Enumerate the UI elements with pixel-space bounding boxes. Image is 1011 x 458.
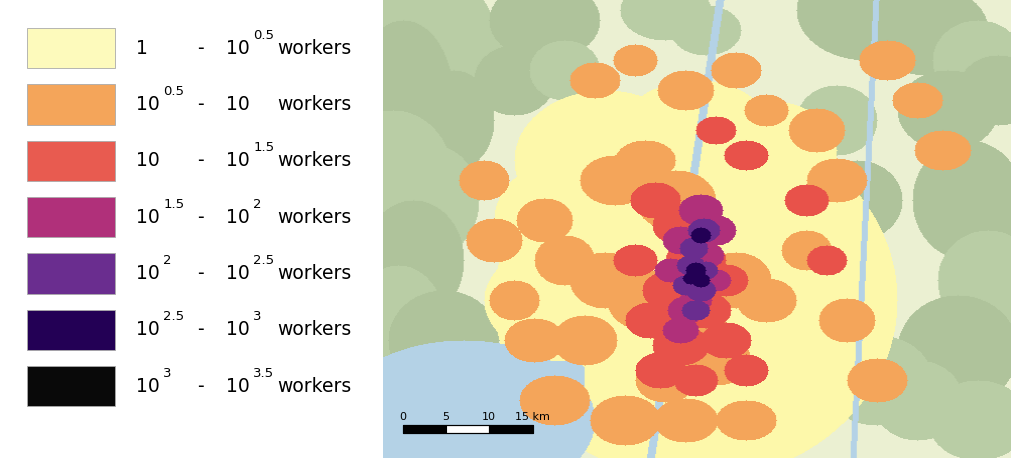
Text: workers: workers	[277, 320, 351, 339]
Text: 10: 10	[225, 95, 249, 114]
Text: 3: 3	[253, 311, 262, 323]
Text: 0: 0	[398, 412, 405, 422]
Text: workers: workers	[277, 207, 351, 227]
Text: 10: 10	[135, 376, 160, 396]
Text: 3.5: 3.5	[253, 367, 274, 380]
Bar	[26, 310, 114, 350]
Text: workers: workers	[277, 264, 351, 283]
Bar	[446, 425, 488, 433]
Text: 10: 10	[225, 151, 249, 170]
Bar	[26, 253, 114, 294]
Text: 2: 2	[253, 198, 262, 211]
Text: 10: 10	[135, 95, 160, 114]
Text: 0.5: 0.5	[163, 85, 184, 98]
Bar	[488, 425, 532, 433]
Text: 2.5: 2.5	[253, 254, 274, 267]
Text: 15 km: 15 km	[515, 412, 550, 422]
Bar	[26, 141, 114, 181]
Text: 2: 2	[163, 254, 172, 267]
Text: -: -	[197, 207, 203, 227]
Text: 10: 10	[135, 264, 160, 283]
Text: 10: 10	[135, 320, 160, 339]
Text: workers: workers	[277, 151, 351, 170]
Text: -: -	[197, 151, 203, 170]
Bar	[26, 84, 114, 125]
Text: -: -	[197, 264, 203, 283]
Text: workers: workers	[277, 376, 351, 396]
Text: 1.5: 1.5	[163, 198, 184, 211]
Text: 10: 10	[225, 264, 249, 283]
Text: 10: 10	[135, 207, 160, 227]
Text: 10: 10	[225, 320, 249, 339]
Text: 10: 10	[225, 207, 249, 227]
Text: 3: 3	[163, 367, 172, 380]
Text: 10: 10	[225, 38, 249, 58]
Bar	[26, 28, 114, 68]
Bar	[402, 425, 446, 433]
Text: workers: workers	[277, 38, 351, 58]
Text: 10: 10	[135, 151, 160, 170]
Bar	[26, 366, 114, 406]
Text: -: -	[197, 376, 203, 396]
Text: 1: 1	[135, 38, 148, 58]
Text: -: -	[197, 38, 203, 58]
Text: 10: 10	[482, 412, 495, 422]
Text: 5: 5	[442, 412, 449, 422]
Text: workers: workers	[277, 95, 351, 114]
Text: -: -	[197, 320, 203, 339]
Bar	[26, 197, 114, 237]
Bar	[402, 425, 532, 433]
Text: 10: 10	[225, 376, 249, 396]
Text: -: -	[197, 95, 203, 114]
Text: 1.5: 1.5	[253, 142, 274, 154]
Text: 0.5: 0.5	[253, 29, 274, 42]
Text: 2.5: 2.5	[163, 311, 184, 323]
